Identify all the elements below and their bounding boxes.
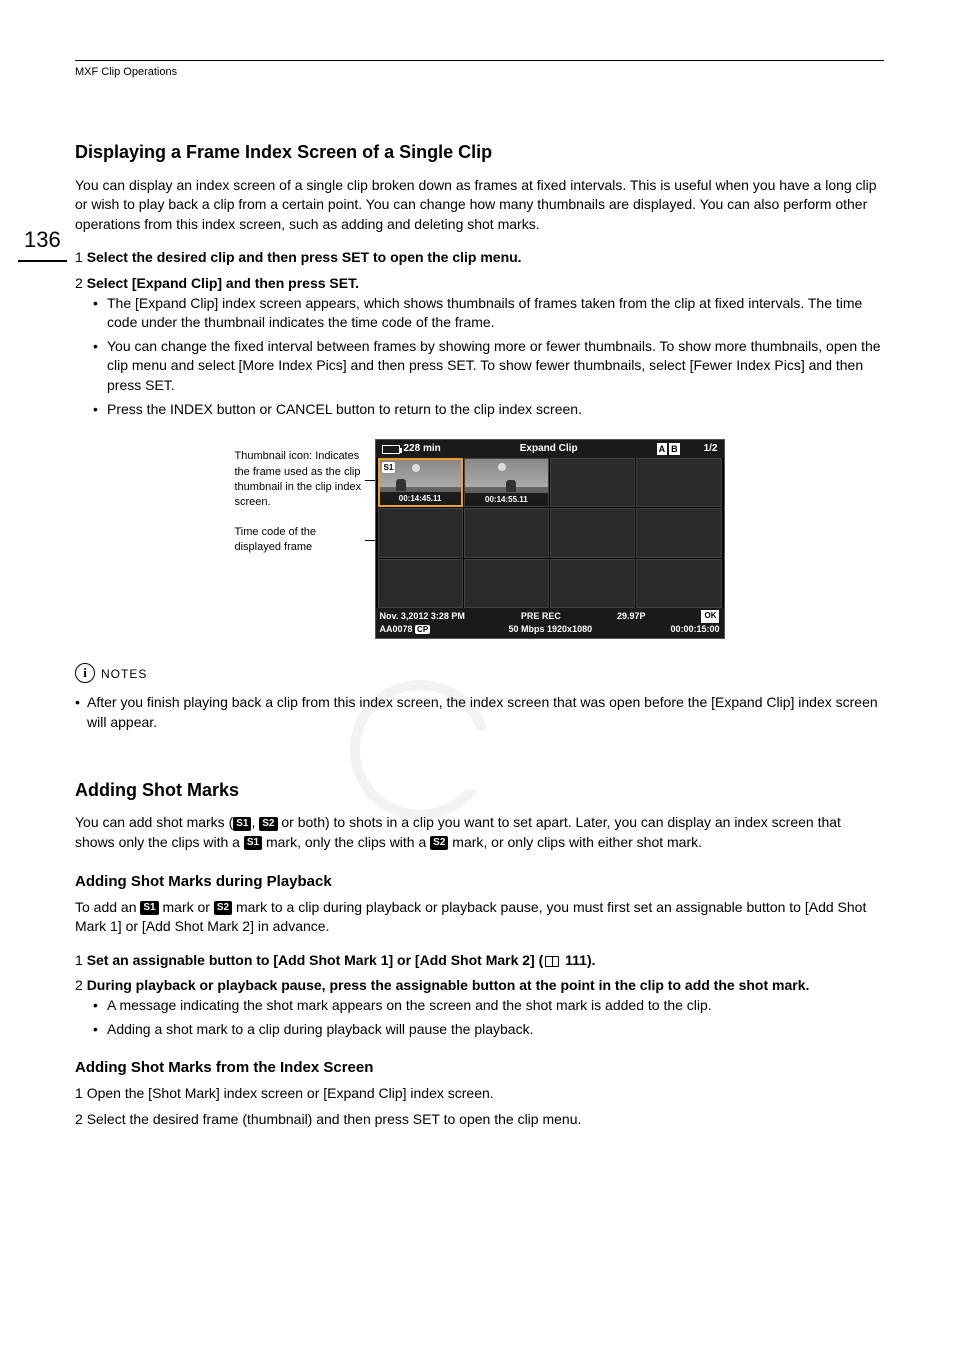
annotation-thumbnail-icon: Thumbnail icon: Indicates the frame used… — [235, 449, 365, 511]
timecode-label: 00:00:15:00 — [670, 623, 719, 636]
thumbnail-cell[interactable] — [636, 508, 721, 557]
text: mark, or only clips with either shot mar… — [448, 834, 702, 850]
step-text: Select the desired frame (thumbnail) and… — [87, 1111, 582, 1127]
text: Set an assignable button to [Add Shot Ma… — [87, 952, 544, 968]
thumbnail-cell[interactable] — [636, 559, 721, 608]
thumbnail-cell[interactable] — [550, 458, 635, 507]
s2-mark-icon: S2 — [430, 836, 448, 850]
step-text: Select the desired clip and then press S… — [87, 249, 522, 265]
annotation-text: Time code of the displayed frame — [235, 526, 317, 553]
thumbnail-cell[interactable] — [550, 508, 635, 557]
cp-badge: CP — [415, 625, 430, 634]
step-item: 2 Select the desired frame (thumbnail) a… — [75, 1110, 884, 1130]
step-num: 2 — [75, 1111, 83, 1127]
step-num: 1 — [75, 1085, 83, 1101]
sub1-intro: To add an S1 mark or S2 mark to a clip d… — [75, 898, 884, 937]
thumbnail-grid: S1 00:14:45.11 00:14:55.11 — [376, 458, 724, 608]
sub1-bullets: A message indicating the shot mark appea… — [93, 996, 884, 1039]
thumb-timecode: 00:14:45.11 — [380, 492, 461, 505]
page-indicator: 1/2 — [704, 442, 718, 456]
thumbnail-cell[interactable] — [464, 508, 549, 557]
manual-ref-icon — [545, 956, 559, 967]
bullet-item: You can change the fixed interval betwee… — [93, 337, 884, 396]
fps-label: 29.97P — [617, 610, 646, 623]
notes-list: After you finish playing back a clip fro… — [75, 693, 884, 732]
thumbnail-cell[interactable] — [550, 559, 635, 608]
step-num: 2 — [75, 275, 83, 291]
annotation-text: Thumbnail icon: Indicates the frame used… — [235, 450, 362, 508]
card-a-icon: A — [657, 443, 668, 456]
step-text: Set an assignable button to [Add Shot Ma… — [87, 952, 596, 968]
format-label: 50 Mbps 1920x1080 — [509, 623, 593, 636]
thumbnail-cell[interactable] — [464, 559, 549, 608]
text: To add an — [75, 899, 140, 915]
text: mark, only the clips with a — [262, 834, 430, 850]
battery-minutes: 228 min — [404, 442, 441, 456]
step-num: 1 — [75, 952, 83, 968]
shot-mark-badge: S1 — [382, 462, 396, 473]
s2-mark-icon: S2 — [214, 901, 232, 915]
step-item: 1 Select the desired clip and then press… — [75, 248, 884, 268]
page-header: MXF Clip Operations — [75, 60, 884, 80]
section1-title: Displaying a Frame Index Screen of a Sin… — [75, 140, 884, 165]
clip-id: AA0078 — [380, 624, 413, 634]
thumbnail-cell[interactable] — [378, 559, 463, 608]
screen-bottombar: Nov. 3,2012 3:28 PM PRE REC 29.97P OK AA… — [376, 608, 724, 638]
camera-screen: 228 min Expand Clip A B 1/2 S1 00:14:45.… — [375, 439, 725, 639]
info-icon: i — [75, 663, 95, 683]
thumbnail-cell[interactable]: S1 00:14:45.11 — [378, 458, 463, 507]
notes-header: i NOTES — [75, 663, 884, 683]
text: , — [251, 814, 259, 830]
annotation-timecode: Time code of the displayed frame — [235, 525, 365, 556]
step-num: 1 — [75, 249, 83, 265]
step-item: 2 Select [Expand Clip] and then press SE… — [75, 274, 884, 419]
clip-date: Nov. 3,2012 3:28 PM — [380, 610, 465, 623]
card-b-icon: B — [669, 443, 680, 456]
thumbnail-cell[interactable] — [378, 508, 463, 557]
sub1-steps: 1 Set an assignable button to [Add Shot … — [75, 951, 884, 1039]
text: You can add shot marks ( — [75, 814, 233, 830]
s2-mark-icon: S2 — [259, 817, 277, 831]
section2-intro: You can add shot marks (S1, S2 or both) … — [75, 813, 884, 852]
step-text: During playback or playback pause, press… — [87, 977, 810, 993]
step-item: 1 Set an assignable button to [Add Shot … — [75, 951, 884, 971]
section1-steps: 1 Select the desired clip and then press… — [75, 248, 884, 419]
page-content: Displaying a Frame Index Screen of a Sin… — [75, 140, 884, 1129]
step-text: Open the [Shot Mark] index screen or [Ex… — [87, 1085, 494, 1101]
thumbnail-cell[interactable] — [636, 458, 721, 507]
screen-topbar: 228 min Expand Clip A B 1/2 — [376, 440, 724, 458]
figure-annotations: Thumbnail icon: Indicates the frame used… — [235, 439, 365, 639]
thumb-timecode: 00:14:55.11 — [465, 493, 548, 506]
notes-label: NOTES — [101, 663, 147, 683]
bullet-item: The [Expand Clip] index screen appears, … — [93, 294, 884, 333]
step-item: 1 Open the [Shot Mark] index screen or [… — [75, 1084, 884, 1104]
step-item: 2 During playback or playback pause, pre… — [75, 976, 884, 1039]
page-ref: 111). — [561, 952, 595, 968]
ok-badge: OK — [701, 610, 719, 623]
s1-mark-icon: S1 — [244, 836, 262, 850]
breadcrumb: MXF Clip Operations — [75, 66, 177, 78]
section2-title: Adding Shot Marks — [75, 778, 884, 803]
sub2-title: Adding Shot Marks from the Index Screen — [75, 1057, 884, 1078]
s1-mark-icon: S1 — [233, 817, 251, 831]
expand-clip-figure: Thumbnail icon: Indicates the frame used… — [75, 439, 884, 639]
sub1-title: Adding Shot Marks during Playback — [75, 871, 884, 892]
section1-intro: You can display an index screen of a sin… — [75, 176, 884, 235]
battery-icon — [382, 445, 400, 454]
page-number: 136 — [18, 225, 67, 262]
section1-bullets: The [Expand Clip] index screen appears, … — [93, 294, 884, 420]
step-num: 2 — [75, 977, 83, 993]
prerec-label: PRE REC — [521, 610, 561, 623]
s1-mark-icon: S1 — [140, 901, 158, 915]
step-text: Select [Expand Clip] and then press SET. — [87, 275, 359, 291]
text: mark or — [159, 899, 214, 915]
thumbnail-cell[interactable]: 00:14:55.11 — [464, 458, 549, 507]
screen-title: Expand Clip — [441, 442, 657, 456]
bullet-item: Adding a shot mark to a clip during play… — [93, 1020, 884, 1040]
bullet-item: Press the INDEX button or CANCEL button … — [93, 400, 884, 420]
notes-item: After you finish playing back a clip fro… — [75, 693, 884, 732]
bullet-item: A message indicating the shot mark appea… — [93, 996, 884, 1016]
sub2-steps: 1 Open the [Shot Mark] index screen or [… — [75, 1084, 884, 1129]
